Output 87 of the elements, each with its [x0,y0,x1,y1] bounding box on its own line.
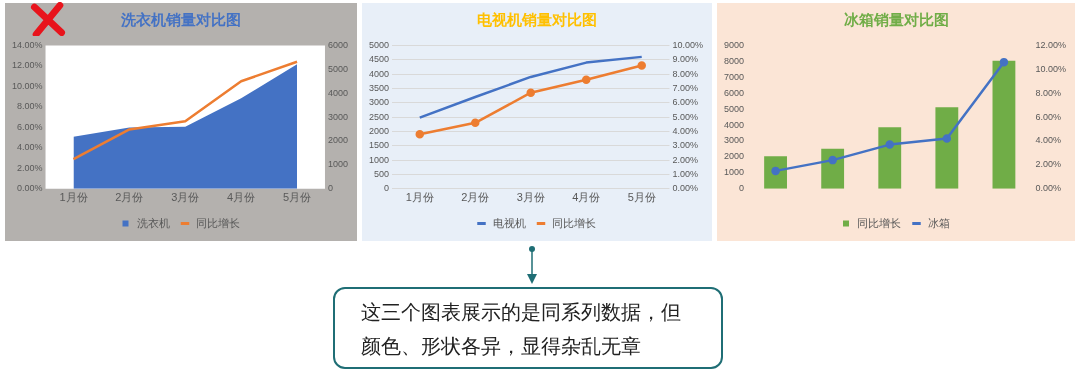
point [942,134,952,143]
y-tick-label: 14.00% [11,39,43,50]
y-tick-label: 6000 [723,87,745,98]
y2-tick-label: 1000 [327,159,349,170]
y-tick-label: 0 [384,183,390,194]
y-tick-label: 1000 [368,154,390,165]
legend-label: 同比增长 [857,216,901,229]
y-tick-label: 4000 [368,68,390,79]
y2-tick-label: 8.00% [1035,87,1062,98]
y2-tick-label: 7.00% [672,82,699,93]
y2-tick-label: 2.00% [672,154,699,165]
legend-label: 同比增长 [552,216,596,229]
y2-tick-label: 6000 [327,39,349,50]
y2-tick-label: 12.00% [1035,39,1067,50]
text: 这三个图表展示的是同系列数据，但颜色、形状各异，显得杂乱无章 [361,299,682,360]
y-tick-label: 8000 [723,55,745,66]
x-tick-label: 5月份 [282,191,312,204]
y2-tick-label: 0.00% [1035,183,1062,194]
y2-tick-label: 2000 [327,135,349,146]
point [637,61,646,70]
y2-tick-label: 8.00% [672,68,699,79]
y-tick-label: 4000 [723,119,745,130]
bar [878,127,902,189]
y2-tick-label: 2.00% [1035,159,1062,170]
y2-tick-label: 6.00% [672,97,699,108]
y-tick-label: 8.00% [16,101,43,112]
y-tick-label: 1500 [368,140,390,151]
x-tick-label: 2月份 [461,191,490,204]
y-tick-label: 3500 [368,82,390,93]
y-tick-label: 3000 [723,135,745,146]
y-tick-label: 2000 [368,125,390,136]
y-tick-label: 0.00% [16,183,43,194]
point [471,118,480,128]
y2-tick-label: 3000 [327,111,349,122]
point [828,155,837,165]
legend-label: 电视机 [492,216,526,229]
point [885,140,894,149]
y-tick-label: 7000 [723,71,745,82]
y2-tick-label: 0.00% [672,183,699,194]
y2-tick-label: 5000 [327,63,349,74]
legend-label: 冰箱 [927,216,950,229]
y-tick-label: 1000 [723,167,745,178]
y2-tick-label: 1.00% [672,168,699,179]
y-tick-label: 6.00% [16,121,43,132]
y-tick-label: 10.00% [11,80,43,91]
point [415,130,425,139]
legend-label: 洗衣机 [136,216,170,229]
legend-label: 同比增长 [196,216,240,229]
y2-tick-label: 4.00% [672,125,699,136]
y-tick-label: 2500 [368,111,390,122]
y-tick-label: 2000 [723,151,745,162]
x-tick-label: 4月份 [227,191,256,204]
y-tick-label: 4500 [368,54,390,65]
point [526,88,535,97]
y-tick-label: 2.00% [16,162,43,173]
y2-tick-label: 10.00% [672,39,704,50]
y2-tick-label: 3.00% [672,140,699,151]
bar [764,156,787,189]
y2-tick-label: 6.00% [1035,111,1062,122]
y-tick-label: 5000 [368,39,390,50]
x-tick-label: 1月份 [405,191,434,204]
y-tick-label: 4.00% [16,142,43,153]
y-tick-label: 12.00% [11,60,43,71]
chart-title: 洗衣机销量对比图 [120,11,242,30]
x-tick-label: 3月份 [171,191,200,204]
y2-tick-label: 4000 [327,87,349,98]
y2-tick-label: 10.00% [1035,63,1067,74]
bar [992,60,1016,189]
y2-tick-label: 5.00% [672,111,699,122]
x-tick-label: 4月份 [572,191,601,204]
y-tick-label: 9000 [723,39,745,50]
x-tick-label: 2月份 [115,191,144,204]
y-tick-label: 500 [373,168,390,179]
y2-tick-label: 0 [327,183,333,194]
x-tick-label: 1月份 [59,191,88,204]
chart-title: 电视机销量对比图 [476,11,598,30]
y2-tick-label: 9.00% [672,54,699,65]
y-tick-label: 5000 [723,103,745,114]
y-tick-label: 0 [739,183,745,194]
y2-tick-label: 4.00% [1035,135,1062,146]
chart-title: 冰箱销量对比图 [842,11,950,30]
x-tick-label: 5月份 [627,191,656,204]
bar [935,107,959,189]
point [999,57,1009,67]
point [581,75,591,85]
y-tick-label: 3000 [368,97,390,108]
x-tick-label: 3月份 [516,191,545,204]
